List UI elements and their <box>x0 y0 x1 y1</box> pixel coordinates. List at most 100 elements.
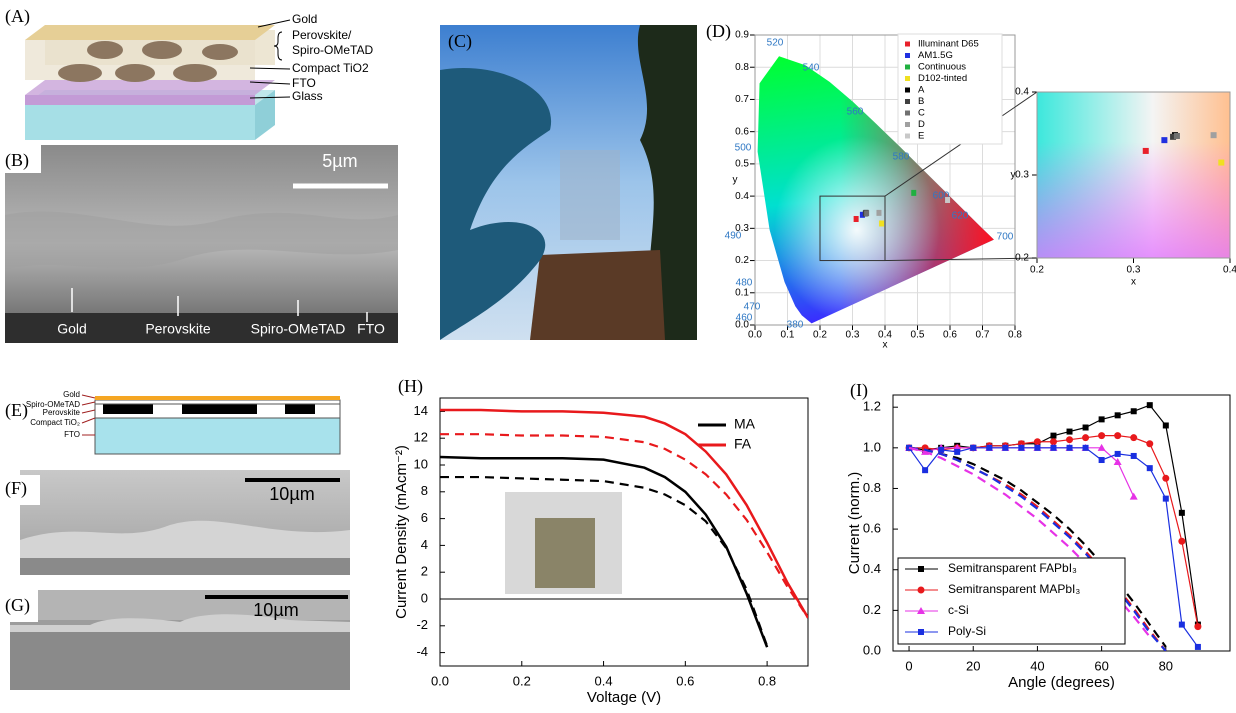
marker <box>1218 160 1224 166</box>
wavelength-label: 580 <box>893 152 910 163</box>
panel-h: (H) <box>398 376 622 594</box>
legend-swatch <box>905 99 910 104</box>
series-line <box>440 434 808 618</box>
marker <box>1098 432 1105 439</box>
legend-swatch <box>905 111 910 116</box>
marker <box>945 197 950 203</box>
panel-d: (D) <box>706 21 731 42</box>
layer-label: Spiro-OMeTAD <box>292 43 373 57</box>
x-tick-label: 0.8 <box>758 673 776 688</box>
marker <box>1163 422 1169 428</box>
x-tick-label: 0.0 <box>748 330 762 341</box>
layer-label: Gold <box>57 321 87 337</box>
legend-label: Semitransparent FAPbI₃ <box>948 561 1077 575</box>
marker <box>1050 445 1056 451</box>
legend-label: E <box>918 131 924 142</box>
y-axis-label: Current (norm.) <box>846 472 863 575</box>
panel-label: (E) <box>5 400 28 421</box>
y-tick-label: 8 <box>421 483 428 498</box>
x-axis-label: x <box>1131 277 1136 288</box>
x-tick-label: 0.2 <box>513 673 531 688</box>
marker <box>1178 538 1185 545</box>
glass-side <box>25 105 255 140</box>
y-tick-label: 10 <box>414 456 428 471</box>
layer-label: Perovskite <box>145 321 211 337</box>
y-tick-label: 0.2 <box>1015 253 1029 264</box>
legend-label: FA <box>734 436 752 452</box>
panel-label: (C) <box>448 31 472 52</box>
marker <box>1067 429 1073 435</box>
marker <box>1115 412 1121 418</box>
panel-label: (F) <box>5 478 27 499</box>
wavelength-label: 500 <box>735 143 752 154</box>
y-tick-label: 2 <box>421 564 428 579</box>
x-tick-label: 0.3 <box>1127 265 1141 276</box>
marker <box>986 445 992 451</box>
y-tick-label: 0.6 <box>735 126 749 137</box>
y-axis-label: y <box>1011 170 1016 181</box>
y-tick-label: 0.4 <box>1015 87 1029 98</box>
spiro-layer <box>95 400 340 404</box>
marker <box>1147 402 1153 408</box>
brace <box>274 32 282 60</box>
sem-substrate <box>10 632 350 690</box>
marker <box>1174 133 1180 139</box>
legend-label: C <box>918 108 925 119</box>
photo-sample <box>560 150 620 240</box>
wavelength-label: 470 <box>744 302 761 313</box>
y-tick-label: 14 <box>414 403 428 418</box>
y-tick-label: 0 <box>421 590 428 605</box>
legend-marker <box>918 587 925 594</box>
x-tick-label: 0.3 <box>846 330 860 341</box>
series-line <box>440 410 808 618</box>
y-tick-label: 0.8 <box>863 480 881 495</box>
marker <box>954 449 960 455</box>
x-tick-label: 0.5 <box>911 330 925 341</box>
marker <box>1162 475 1169 482</box>
legend-swatch <box>905 65 910 70</box>
layer-label: Spiro-OMeTAD <box>251 321 346 337</box>
legend-swatch <box>905 134 910 139</box>
marker <box>1211 132 1217 138</box>
y-tick-label: 6 <box>421 510 428 525</box>
panel-label: (B) <box>5 150 29 171</box>
marker <box>1131 408 1137 414</box>
marker <box>1114 432 1121 439</box>
x-tick-label: 0.6 <box>943 330 957 341</box>
marker <box>922 467 928 473</box>
layer-label: Gold <box>63 390 80 399</box>
x-tick-label: 0.0 <box>431 673 449 688</box>
legend-label: B <box>918 96 924 107</box>
layer-label: FTO <box>64 430 80 439</box>
marker <box>970 445 976 451</box>
leader-lines <box>82 395 95 435</box>
layer-label: FTO <box>357 321 385 337</box>
y-tick-label: 0.0 <box>863 642 881 657</box>
panel-b: (B) 5µm Gold Perovskite Spiro-OMeTAD FTO <box>5 145 398 343</box>
y-tick-label: 1.0 <box>863 439 881 454</box>
y-tick-label: 0.9 <box>735 30 749 41</box>
gold-layer <box>25 25 275 40</box>
legend-marker <box>918 566 924 572</box>
y-tick-label: 0.5 <box>735 159 749 170</box>
layer-label: FTO <box>292 76 316 90</box>
wavelength-label: 540 <box>803 63 820 74</box>
sem-top <box>10 590 350 620</box>
legend-label: D102-tinted <box>918 73 967 84</box>
x-tick-label: 0 <box>905 658 912 673</box>
panel-label: (D) <box>706 21 731 42</box>
wavelength-label: 520 <box>767 38 784 49</box>
y-tick-label: 0.3 <box>1015 170 1029 181</box>
panel-g: (G) 10µm <box>0 590 350 690</box>
x-axis-label: Angle (degrees) <box>1008 674 1115 691</box>
marker <box>1195 644 1201 650</box>
wavelength-label: 700 <box>997 232 1014 243</box>
marker <box>1194 623 1201 630</box>
y-tick-label: 12 <box>414 430 428 445</box>
layer-label: Compact TiO2 <box>292 61 369 75</box>
y-axis-label: Current Density (mAcm⁻²) <box>393 445 410 619</box>
x-tick-label: 0.2 <box>813 330 827 341</box>
scale-label: 10µm <box>253 600 298 620</box>
legend-swatch <box>905 122 910 127</box>
x-tick-label: 0.7 <box>976 330 990 341</box>
